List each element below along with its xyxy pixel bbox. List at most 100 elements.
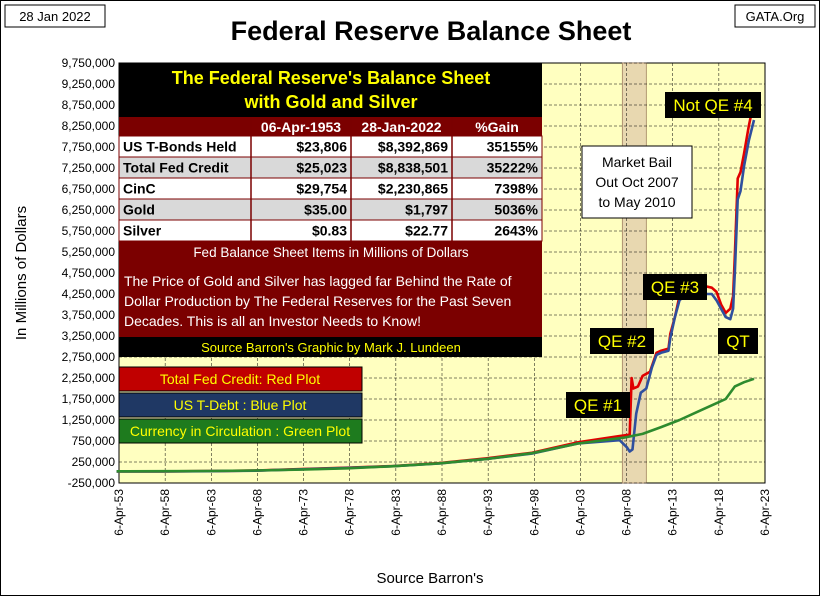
table-cell: $0.83 (312, 223, 347, 239)
y-tick-label: -250,000 (68, 476, 116, 490)
y-tick-label: 6,250,000 (62, 203, 116, 217)
table-cell: 35155% (487, 139, 539, 155)
y-axis-label: In Millions of Dollars (13, 206, 30, 340)
table-cell: $1,797 (405, 202, 448, 218)
table-cell: $2,230,865 (378, 181, 448, 197)
table-cell: $22.77 (405, 223, 448, 239)
x-tick-label: 6-Apr-23 (758, 489, 772, 536)
annotations: Market Bail Out Oct 2007 to May 2010 QE … (566, 92, 761, 418)
legend-swatch (118, 418, 363, 444)
table-row-label: Gold (123, 202, 155, 218)
y-tick-label: 1,250,000 (62, 413, 116, 427)
table-cell: 35222% (487, 160, 539, 176)
y-tick-label: 8,250,000 (62, 119, 116, 133)
qe1-label: QE #1 (574, 396, 622, 415)
y-tick-label: 9,750,000 (62, 56, 116, 70)
table-note-units: Fed Balance Sheet Items in Millions of D… (193, 245, 469, 260)
legend-swatch (118, 392, 363, 418)
x-tick-label: 6-Apr-18 (712, 489, 726, 536)
y-tick-label: 7,750,000 (62, 140, 116, 154)
x-axis-label: Source Barron's (376, 570, 483, 587)
table-cell: 5036% (494, 202, 538, 218)
date-box (4, 4, 106, 28)
x-tick-label: 6-Apr-63 (204, 489, 218, 536)
x-tick-label: 6-Apr-73 (297, 489, 311, 536)
market-bail-line2: Out Oct 2007 (595, 174, 678, 190)
y-tick-label: 4,750,000 (62, 266, 116, 280)
table-rows: 06-Apr-1953 28-Jan-2022 %Gain US T-Bonds He… (118, 117, 543, 242)
not-qe4-box (665, 92, 761, 118)
x-tick-label: 6-Apr-58 (158, 489, 172, 536)
y-tick-label: 9,250,000 (62, 77, 116, 91)
qe3-box (643, 274, 707, 300)
not-qe4-label: Not QE #4 (673, 96, 752, 115)
data-table: The Federal Reserve's Balance Sheet with… (118, 63, 543, 357)
qe3-label: QE #3 (651, 278, 699, 297)
table-cell: $23,806 (296, 139, 347, 155)
x-tick-label: 6-Apr-78 (343, 489, 357, 536)
legend-swatch (118, 366, 363, 392)
chart-title: Federal Reserve Balance Sheet (231, 16, 632, 46)
table-row-label: US T-Bonds Held (123, 139, 237, 155)
table-cell: $35.00 (304, 202, 347, 218)
table-title-line2: with Gold and Silver (243, 92, 417, 112)
y-tick-label: 2,750,000 (62, 350, 116, 364)
legend: Total Fed Credit: Red Plot US T-Debt : Bl… (118, 366, 363, 444)
legend-label: Currency in Circulation : Green Plot (130, 423, 350, 439)
table-cell: $8,838,501 (378, 160, 448, 176)
market-bail-line3: to May 2010 (598, 194, 675, 210)
table-cell: $29,754 (296, 181, 347, 197)
y-tick-label: 5,250,000 (62, 245, 116, 259)
x-tick-label: 6-Apr-93 (481, 489, 495, 536)
table-title-line1: The Federal Reserve's Balance Sheet (172, 68, 490, 88)
market-bail-box (581, 145, 693, 219)
table-cell: 2643% (494, 223, 538, 239)
y-tick-label: 6,750,000 (62, 182, 116, 196)
y-tick-label: 8,750,000 (62, 98, 116, 112)
y-tick-label: 750,000 (72, 434, 116, 448)
qe2-label: QE #2 (598, 332, 646, 351)
qt-label: QT (726, 332, 750, 351)
x-tick-label: 6-Apr-13 (666, 489, 680, 536)
table-row-label: Total Fed Credit (123, 160, 229, 176)
y-tick-label: 3,750,000 (62, 308, 116, 322)
source-site-label: GATA.Org (746, 9, 805, 24)
y-tick-label: 1,750,000 (62, 392, 116, 406)
y-tick-label: 4,250,000 (62, 287, 116, 301)
table-header-cell: 06-Apr-1953 (261, 119, 341, 135)
series-line-green (116, 377, 755, 473)
y-tick-label: 2,250,000 (62, 371, 116, 385)
x-tick-label: 6-Apr-83 (389, 489, 403, 536)
table-row-label: CinC (123, 181, 156, 197)
table-cell: $8,392,869 (378, 139, 448, 155)
y-axis-ticks: 9,750,000 9,250,000 8,750,000 8,250,000 7,75… (62, 56, 116, 490)
credit-band (119, 337, 542, 357)
table-header-cell: 28-Jan-2022 (361, 119, 441, 135)
series-lines (116, 101, 756, 473)
y-tick-label: 7,250,000 (62, 161, 116, 175)
qe2-box (590, 328, 654, 354)
x-tick-label: 6-Apr-53 (112, 489, 126, 536)
table-note-commentary: The Price of Gold and Silver has lagged … (124, 273, 512, 329)
table-row (118, 219, 543, 242)
x-tick-label: 6-Apr-03 (573, 489, 587, 536)
y-tick-label: 3,250,000 (62, 329, 116, 343)
x-tick-label: 6-Apr-98 (527, 489, 541, 536)
source-site-box (734, 4, 816, 28)
table-credit: Source Barron's Graphic by Mark J. Lunde… (201, 340, 461, 355)
qe1-box (566, 392, 630, 418)
table-row-label: Silver (123, 223, 162, 239)
legend-label: US T-Debt : Blue Plot (174, 397, 307, 413)
table-header-cell: %Gain (475, 119, 519, 135)
table-cell: $25,023 (296, 160, 347, 176)
date-label: 28 Jan 2022 (19, 9, 91, 24)
x-tick-label: 6-Apr-88 (435, 489, 449, 536)
table-title-band (119, 63, 542, 117)
x-axis-ticks: 6-Apr-53 6-Apr-58 6-Apr-63 6-Apr-68 6-Apr-73… (112, 489, 772, 536)
qt-box (718, 328, 758, 354)
table-cell: 7398% (494, 181, 538, 197)
legend-label: Total Fed Credit: Red Plot (160, 371, 320, 387)
market-bail-line1: Market Bail (602, 154, 672, 170)
